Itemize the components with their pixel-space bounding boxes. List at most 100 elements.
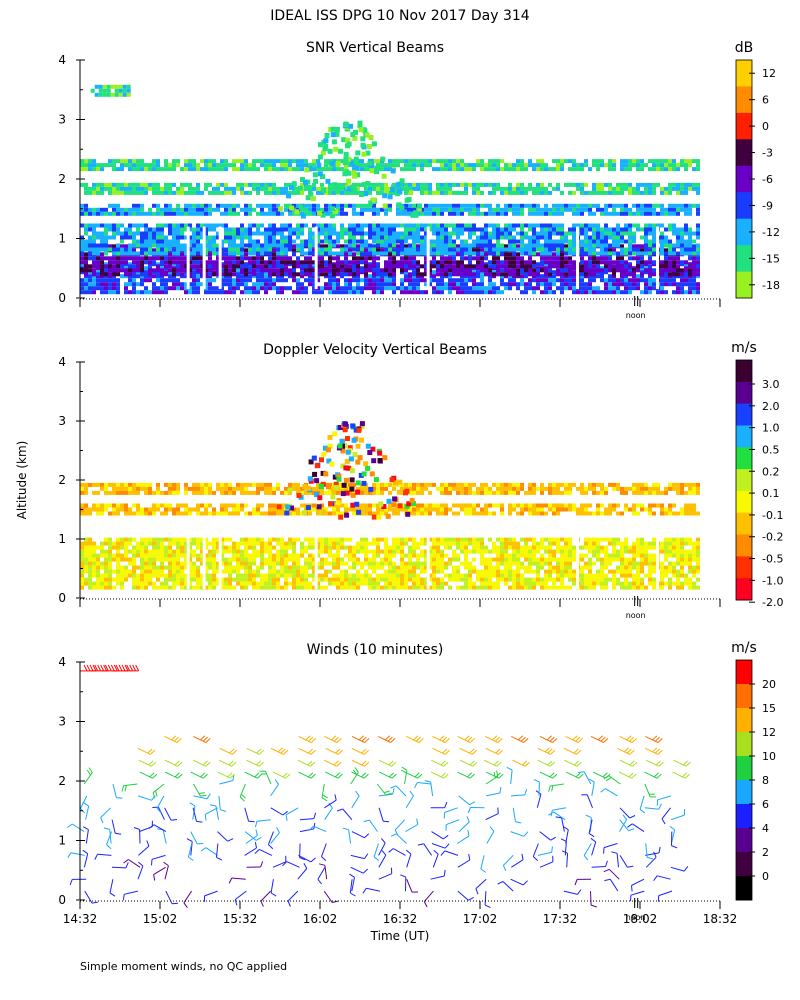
data-cell <box>288 190 292 195</box>
data-cell <box>330 132 336 138</box>
data-cell <box>540 231 544 236</box>
data-cell <box>420 272 424 277</box>
data-cell <box>256 247 260 252</box>
data-cell <box>580 163 584 168</box>
data-cell <box>224 290 228 295</box>
data-cell <box>136 223 140 228</box>
data-cell <box>212 278 216 283</box>
data-cell <box>196 274 200 279</box>
data-cell <box>548 251 552 256</box>
data-cell <box>152 235 156 240</box>
data-cell <box>652 211 656 216</box>
data-cell <box>152 565 156 570</box>
data-cell <box>520 203 524 208</box>
data-cell <box>80 268 84 273</box>
data-cell <box>280 286 284 291</box>
data-cell <box>644 231 648 236</box>
data-cell <box>340 207 344 212</box>
data-cell <box>380 223 384 228</box>
data-cell <box>92 585 96 590</box>
data-cell <box>244 262 248 267</box>
data-cell <box>120 573 124 578</box>
data-cell <box>280 167 284 172</box>
data-cell <box>176 256 180 261</box>
data-cell <box>256 585 260 590</box>
data-cell <box>436 182 440 187</box>
data-cell <box>600 260 604 265</box>
data-cell <box>452 272 456 277</box>
data-cell <box>332 182 338 188</box>
data-cell <box>532 190 536 195</box>
data-cell <box>436 190 440 195</box>
data-cell <box>428 186 432 191</box>
data-cell <box>556 247 560 252</box>
data-cell <box>88 537 92 542</box>
data-cell <box>264 585 268 590</box>
data-cell <box>644 268 648 273</box>
data-cell <box>92 251 96 256</box>
data-cell <box>224 231 228 236</box>
data-cell <box>120 182 124 187</box>
data-cell <box>316 159 320 164</box>
data-cell <box>110 92 115 97</box>
data-cell <box>308 235 312 240</box>
data-cell <box>236 270 240 275</box>
data-cell <box>528 247 532 252</box>
data-cell <box>468 167 472 172</box>
data-cell <box>84 211 88 216</box>
data-cell <box>92 290 96 295</box>
data-cell <box>176 211 180 216</box>
data-cell <box>160 211 164 216</box>
data-cell <box>144 243 148 248</box>
data-cell <box>80 585 84 590</box>
data-cell <box>524 272 528 277</box>
data-cell <box>132 251 136 256</box>
data-cell <box>640 251 644 256</box>
data-cell <box>668 243 672 248</box>
data-cell <box>384 223 388 228</box>
data-cell <box>216 264 220 269</box>
data-cell <box>128 278 132 283</box>
data-cell <box>504 268 508 273</box>
data-cell <box>284 247 288 252</box>
data-cell <box>484 235 488 240</box>
data-cell <box>672 231 676 236</box>
data-cell <box>624 268 628 273</box>
data-cell <box>376 272 380 277</box>
data-cell <box>648 272 652 277</box>
data-cell <box>252 290 256 295</box>
data-cell <box>464 223 468 228</box>
data-cell <box>272 565 276 570</box>
data-cell <box>308 191 314 197</box>
data-cell <box>620 227 624 232</box>
data-cell <box>340 186 344 191</box>
data-cell <box>224 278 228 283</box>
data-cell <box>184 243 188 248</box>
data-cell <box>212 581 216 586</box>
data-cell <box>400 278 404 283</box>
data-cell <box>84 565 88 570</box>
data-cell <box>276 268 280 273</box>
data-cell <box>106 88 111 93</box>
data-cell <box>152 182 156 187</box>
data-cell <box>652 235 656 240</box>
data-cell <box>208 203 212 208</box>
data-cell <box>472 239 476 244</box>
data-cell <box>400 290 404 295</box>
data-cell <box>400 186 404 191</box>
data-cell <box>248 239 252 244</box>
data-cell <box>440 203 444 208</box>
data-cell <box>592 256 596 261</box>
data-cell <box>252 553 256 558</box>
data-cell <box>536 272 540 277</box>
data-cell <box>440 278 444 283</box>
data-cell <box>240 553 244 558</box>
data-cell <box>208 268 212 273</box>
data-cell <box>692 256 696 261</box>
data-cell <box>520 290 524 295</box>
data-cell <box>313 178 319 184</box>
data-cell <box>196 268 200 273</box>
data-cell <box>88 541 92 546</box>
data-cell <box>484 264 488 269</box>
data-cell <box>572 211 576 216</box>
